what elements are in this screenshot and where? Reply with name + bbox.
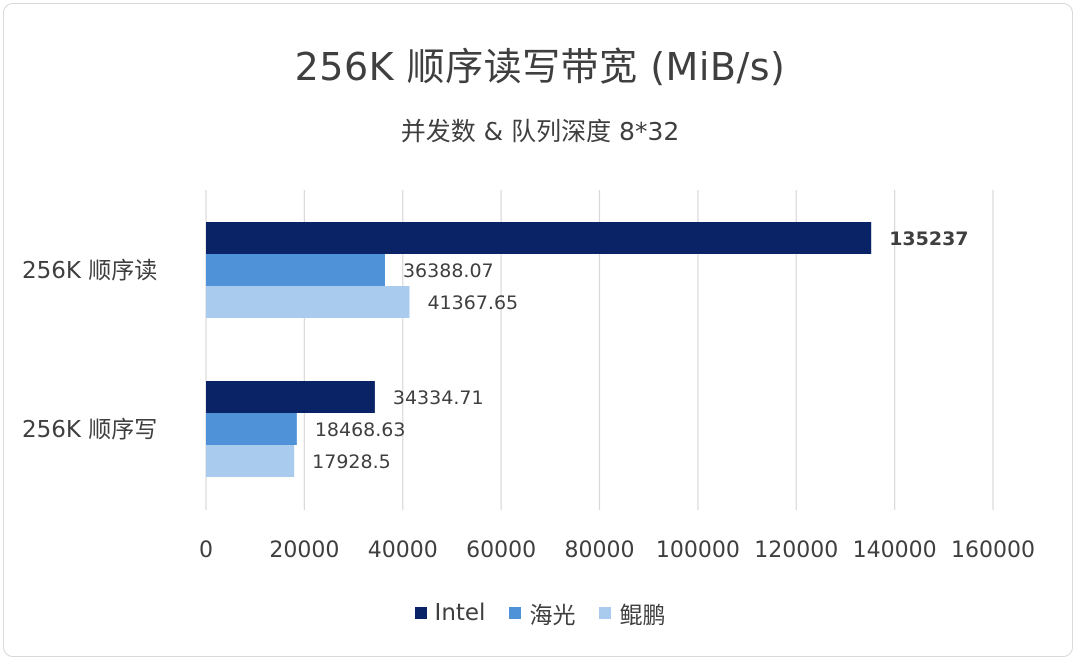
data-label: 18468.63 [315, 419, 406, 441]
data-label: 17928.5 [312, 451, 391, 473]
legend-item: 海光 [509, 596, 575, 630]
legend-item: 鲲鹏 [599, 596, 665, 630]
legend-swatch [414, 607, 427, 619]
x-tick-label: 120000 [754, 538, 838, 563]
legend-label: 鲲鹏 [619, 603, 666, 629]
bar [206, 254, 385, 286]
chart-title: 256K 顺序读写带宽 (MiB/s) [294, 45, 786, 89]
data-label: 41367.65 [427, 292, 518, 314]
x-tick-label: 80000 [565, 538, 635, 563]
legend-label: 海光 [529, 603, 576, 629]
category-label: 256K 顺序读 [22, 258, 157, 284]
x-tick-label: 40000 [368, 538, 438, 563]
x-tick-label: 60000 [466, 538, 536, 563]
legend-item: Intel [414, 600, 486, 626]
category-label: 256K 顺序写 [22, 417, 157, 443]
bar [206, 286, 410, 318]
x-tick-label: 160000 [951, 538, 1035, 563]
chart-subtitle: 并发数 & 队列深度 8*32 [400, 117, 680, 146]
bar [206, 413, 297, 445]
legend-swatch [509, 607, 522, 619]
x-tick-label: 100000 [656, 538, 740, 563]
data-label: 135237 [889, 228, 968, 250]
bar [206, 381, 375, 413]
data-label: 34334.71 [393, 387, 484, 409]
x-tick-label: 0 [199, 538, 213, 563]
data-label: 36388.07 [403, 260, 494, 282]
x-tick-label: 20000 [269, 538, 339, 563]
legend-swatch [599, 607, 612, 619]
x-tick-label: 140000 [853, 538, 937, 563]
bar [206, 222, 872, 254]
chart-legend: Intel 海光 鲲鹏 [0, 596, 1080, 630]
bar [206, 445, 295, 477]
legend-label: Intel [434, 600, 486, 626]
